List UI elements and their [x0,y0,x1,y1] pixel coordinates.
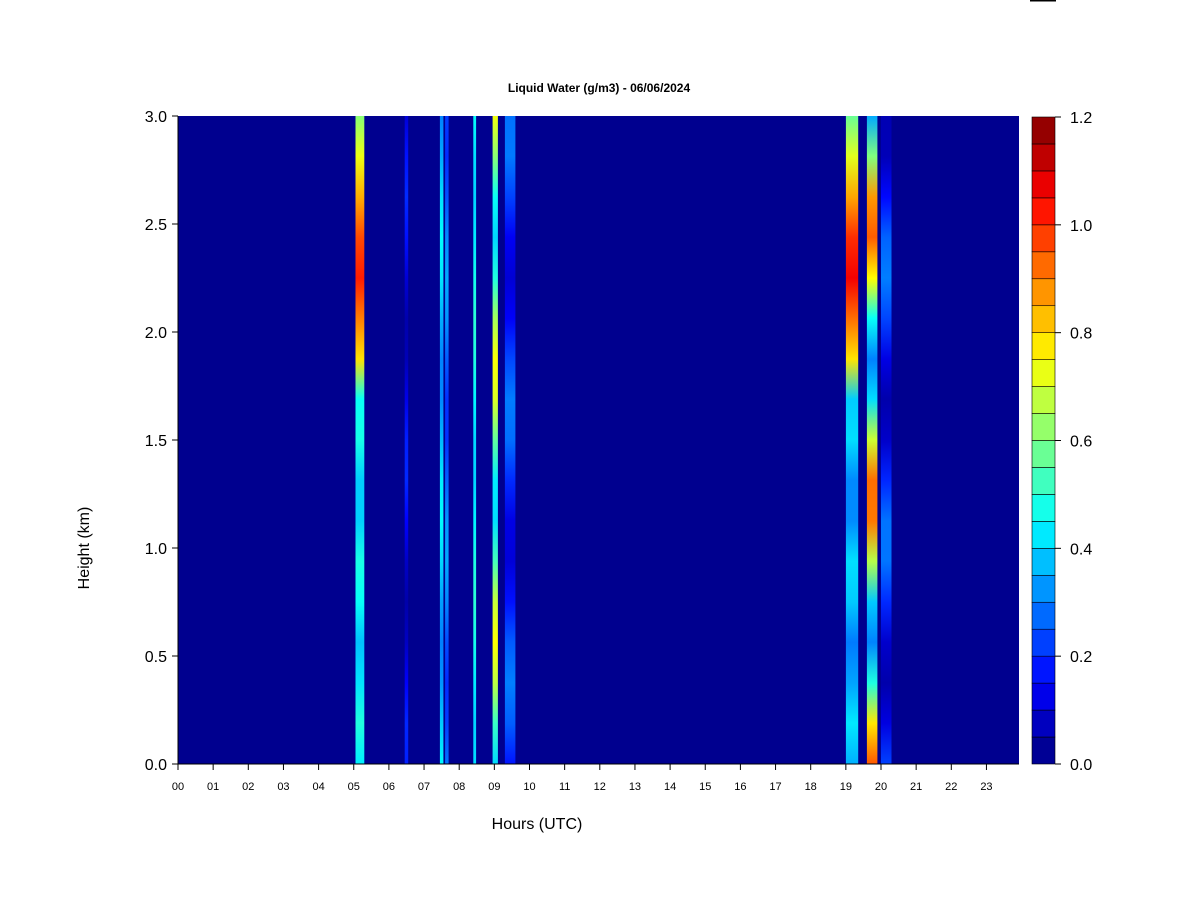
liquid-water-bands [355,116,892,764]
colorbar-segment [1031,736,1056,765]
x-tick-label: 13 [629,781,641,793]
x-tick-label: 00 [172,781,184,793]
liquid-water-band [473,116,477,764]
chart-title: Liquid Water (g/m3) - 06/06/2024 [508,81,691,95]
y-tick-label: 1.0 [145,541,167,558]
liquid-water-band [404,116,409,764]
y-axis-ticks: 0.0 0.5 1.0 1.5 2.0 2.5 3.0 [145,109,178,774]
colorbar-segment [1031,494,1056,522]
colorbar-segment [1031,197,1056,226]
liquid-water-band [504,116,516,764]
y-tick-label: 1.5 [145,433,167,450]
x-tick-label: 14 [664,781,676,793]
colorbar-segment [1031,143,1056,172]
colorbar-segment [1031,251,1056,280]
x-tick-label: 05 [348,781,360,793]
colorbar-segment [1031,332,1056,360]
x-tick-label: 19 [840,781,852,793]
colorbar-segment [1031,521,1056,549]
y-tick-label: 0.0 [145,757,167,774]
x-tick-label: 07 [418,781,430,793]
liquid-water-band [355,116,365,764]
y-axis-label: Height (km) [76,507,93,590]
colorbar-tick-label: 0.4 [1070,541,1092,558]
x-tick-label: 22 [945,781,957,793]
colorbar-segment [1031,116,1056,145]
liquid-water-band [445,116,449,764]
colorbar-tick-label: 0.6 [1070,434,1092,451]
liquid-water-band [439,116,444,764]
x-tick-label: 17 [769,781,781,793]
x-tick-label: 04 [312,781,324,793]
colorbar-ticks: 0.0 0.2 0.4 0.6 0.8 1.0 1.2 [1055,110,1092,774]
colorbar [1031,116,1056,765]
liquid-water-band [866,116,878,764]
colorbar-segment [1031,601,1056,630]
x-tick-label: 15 [699,781,711,793]
colorbar-segment [1031,574,1056,603]
colorbar-segment [1031,440,1056,468]
x-axis-ticks: 00 01 02 03 04 05 06 07 08 09 10 11 12 13 14 15 16 17 18 19… [172,764,993,793]
colorbar-tick-label: 1.0 [1070,218,1092,235]
x-tick-label: 20 [875,781,887,793]
x-tick-label: 21 [910,781,922,793]
colorbar-tick-label: 0.0 [1070,757,1092,774]
colorbar-segment [1031,467,1056,495]
x-tick-label: 16 [734,781,746,793]
x-tick-label: 12 [594,781,606,793]
x-tick-label: 23 [980,781,992,793]
colorbar-segment [1031,170,1056,199]
x-tick-label: 18 [805,781,817,793]
colorbar-segment [1031,278,1056,307]
liquid-water-band [881,116,892,764]
plot-background [178,116,1019,764]
colorbar-segment [1031,709,1056,738]
colorbar-segment [1031,386,1056,414]
colorbar-segment [1031,682,1056,711]
x-tick-label: 06 [383,781,395,793]
colorbar-segment [1031,359,1056,387]
liquid-water-band [845,116,859,764]
x-tick-label: 09 [488,781,500,793]
colorbar-segment [1031,305,1056,333]
x-tick-label: 11 [559,781,570,793]
y-tick-label: 3.0 [145,109,167,126]
y-tick-label: 0.5 [145,649,167,666]
x-tick-label: 03 [277,781,289,793]
x-tick-label: 02 [242,781,254,793]
colorbar-tick-label: 0.2 [1070,649,1092,666]
colorbar-tick-label: 0.8 [1070,326,1092,343]
x-axis-label: Hours (UTC) [492,816,583,833]
y-tick-label: 2.5 [145,217,167,234]
colorbar-segment [1031,655,1056,684]
x-tick-label: 01 [207,781,219,793]
x-tick-label: 08 [453,781,465,793]
colorbar-segment [1031,413,1056,441]
liquid-water-band [492,116,498,764]
legend-corner-mark [1030,0,1056,2]
colorbar-segment [1031,548,1056,576]
colorbar-segment [1031,224,1056,253]
plot-area [177,116,1019,765]
y-tick-label: 2.0 [145,325,167,342]
colorbar-segment [1031,628,1056,657]
x-tick-label: 10 [523,781,535,793]
colorbar-tick-label: 1.2 [1070,110,1092,127]
